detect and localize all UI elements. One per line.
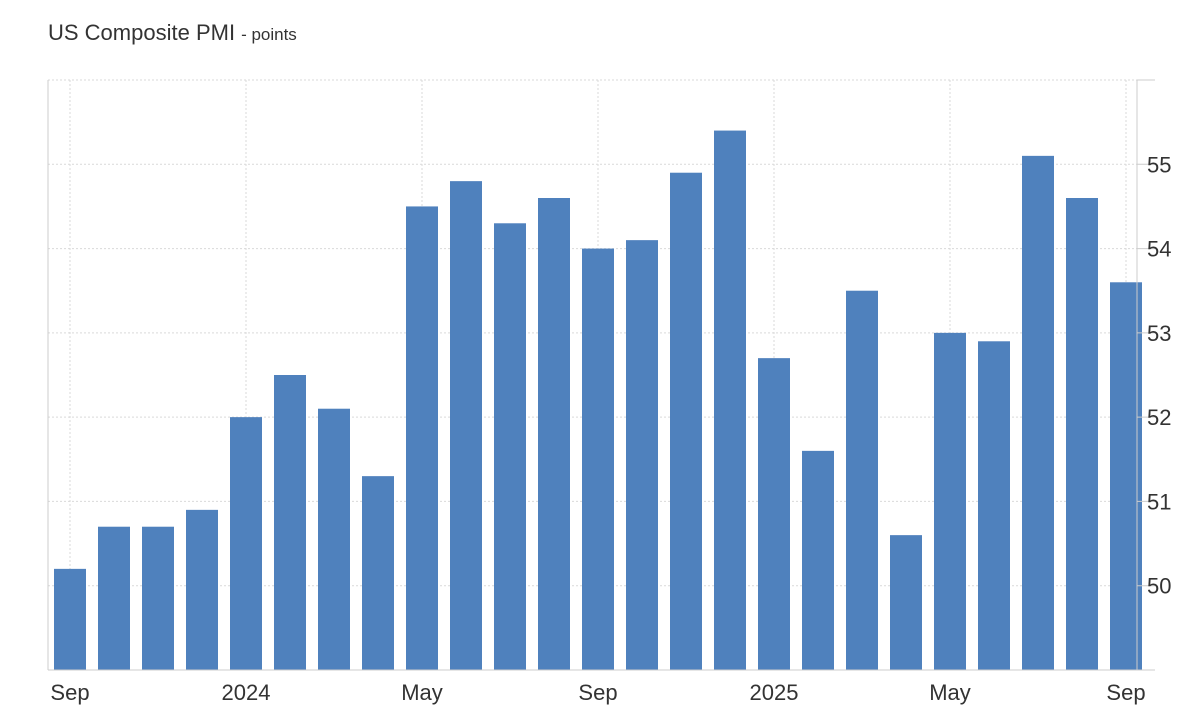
bar-2023-10	[98, 526, 130, 670]
bar-2025-02	[802, 450, 834, 670]
bar-2024-07	[494, 223, 526, 671]
bar-2024-03	[318, 408, 350, 670]
bars	[54, 130, 1142, 671]
bar-2024-04	[362, 476, 394, 670]
y-axis-labels: 50 51 52 53 54 55	[1147, 152, 1171, 598]
axes	[47, 79, 1155, 671]
x-tick-label: Sep	[50, 680, 89, 705]
bar-2024-08	[538, 198, 570, 670]
bar-2025-06	[978, 341, 1010, 670]
chart-subtitle: - points	[241, 25, 297, 44]
x-axis-labels: Sep 2024 May Sep 2025 May Sep	[50, 680, 1145, 705]
x-tick-label: Sep	[1106, 680, 1145, 705]
bar-2023-09	[54, 568, 86, 670]
bar-2024-01	[230, 417, 262, 670]
chart-title-block: US Composite PMI - points	[48, 20, 297, 46]
bar-2024-02	[274, 375, 306, 670]
bar-2024-05	[406, 206, 438, 670]
bar-2024-09	[582, 248, 614, 671]
bar-2023-12	[186, 509, 218, 670]
x-tick-label: Sep	[578, 680, 617, 705]
bar-2025-08	[1066, 198, 1098, 670]
bar-2023-11	[142, 526, 174, 670]
bar-2025-03	[846, 290, 878, 670]
bar-2024-10	[626, 240, 658, 670]
bar-2025-07	[1022, 155, 1054, 670]
bar-2024-06	[450, 181, 482, 670]
x-tick-label: May	[401, 680, 443, 705]
y-tick-label: 53	[1147, 321, 1171, 346]
bar-2025-05	[934, 332, 966, 670]
x-tick-label: May	[929, 680, 971, 705]
x-tick-label: 2025	[750, 680, 799, 705]
bar-2024-11	[670, 172, 702, 670]
bar-2025-04	[890, 535, 922, 670]
y-tick-label: 55	[1147, 152, 1171, 177]
y-tick-label: 51	[1147, 489, 1171, 514]
y-tick-label: 50	[1147, 574, 1171, 599]
y-tick-label: 52	[1147, 405, 1171, 430]
y-tick-label: 54	[1147, 237, 1171, 262]
bar-2024-12	[714, 130, 746, 671]
chart-title: US Composite PMI	[48, 20, 236, 45]
x-tick-label: 2024	[222, 680, 271, 705]
bar-2025-01	[758, 358, 790, 670]
